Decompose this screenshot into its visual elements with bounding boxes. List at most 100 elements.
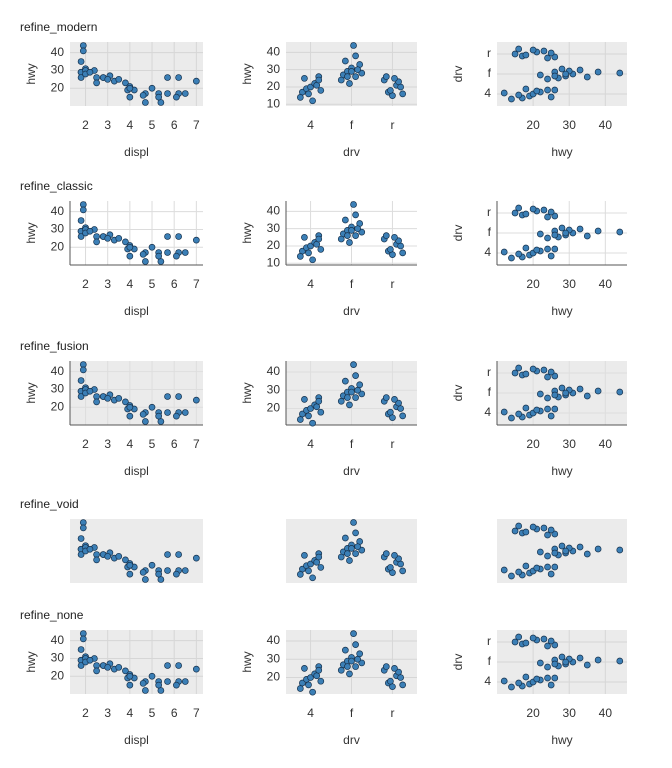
y-tick-label: f [488, 654, 492, 668]
x-tick-label: 30 [563, 277, 577, 291]
y-tick-label: 30 [267, 221, 281, 235]
point [173, 93, 180, 101]
point [344, 550, 351, 557]
x-tick-label: 5 [149, 437, 156, 451]
x-tick-label: 4 [127, 277, 134, 291]
x-tick-label: r [390, 277, 394, 291]
point [540, 524, 548, 532]
point [126, 252, 134, 260]
point [522, 51, 530, 59]
point [309, 256, 316, 264]
point [139, 91, 147, 99]
y-axis-label: drv [451, 66, 465, 83]
point [77, 535, 85, 542]
x-tick-label: 6 [171, 437, 178, 451]
point [540, 635, 548, 643]
point [354, 543, 361, 551]
point [86, 656, 94, 664]
point [547, 526, 555, 534]
panel-title: refine_modern [20, 20, 97, 34]
point [511, 50, 519, 58]
point [500, 89, 508, 97]
x-tick-label: 4 [127, 437, 134, 451]
point [536, 71, 544, 79]
x-axis-label: hwy [551, 733, 572, 747]
point [122, 667, 129, 675]
point [296, 416, 304, 423]
point [164, 393, 171, 400]
point [175, 393, 182, 400]
point [77, 74, 85, 81]
point [104, 394, 112, 402]
point [576, 385, 584, 393]
point [544, 213, 551, 221]
point [309, 574, 316, 582]
point [337, 397, 345, 405]
point [164, 409, 171, 416]
point [342, 377, 349, 385]
point [155, 681, 163, 689]
point [583, 392, 591, 400]
point [301, 665, 308, 672]
point [93, 556, 100, 564]
y-axis-label: hwy [24, 63, 38, 84]
point [544, 373, 551, 381]
point [616, 69, 624, 77]
point [522, 370, 530, 378]
x-axis-label: drv [343, 733, 360, 747]
point [389, 683, 396, 691]
point [395, 668, 402, 676]
point [540, 366, 548, 374]
point [142, 687, 149, 694]
y-tick-label: f [488, 225, 492, 239]
y-tick-label: 4 [484, 245, 491, 259]
point [354, 66, 361, 74]
point [142, 99, 149, 106]
x-tick-label: 3 [104, 118, 111, 132]
point [500, 248, 508, 256]
point [79, 366, 87, 374]
y-tick-label: 4 [484, 86, 491, 100]
y-tick-label: 40 [51, 633, 65, 647]
point [148, 84, 156, 92]
x-tick-label: 20 [526, 437, 540, 451]
point [342, 216, 349, 224]
point [115, 663, 123, 671]
point [79, 47, 87, 55]
point [155, 570, 163, 578]
point [296, 253, 304, 260]
point [305, 567, 312, 575]
point [544, 86, 551, 94]
point [315, 76, 323, 84]
point [551, 391, 559, 399]
point [164, 551, 171, 558]
x-tick-label: 20 [526, 118, 540, 132]
point [358, 390, 366, 398]
point [391, 551, 398, 559]
point [515, 633, 523, 641]
x-tick-label: 7 [193, 706, 200, 720]
point [337, 666, 345, 674]
x-tick-label: 30 [563, 437, 577, 451]
point [352, 663, 359, 670]
x-tick-label: 20 [526, 277, 540, 291]
point [348, 388, 355, 396]
point [562, 389, 569, 397]
point [558, 384, 566, 392]
point [142, 258, 149, 265]
y-axis-label: hwy [24, 382, 38, 403]
point [348, 545, 355, 552]
point [122, 79, 129, 87]
point [356, 650, 364, 658]
y-axis-label: hwy [240, 382, 254, 403]
point [344, 394, 351, 401]
x-tick-label: 6 [171, 277, 178, 291]
point [93, 238, 100, 246]
point [399, 681, 407, 689]
x-tick-label: 7 [193, 277, 200, 291]
point [164, 662, 171, 669]
x-tick-label: 40 [599, 277, 613, 291]
point [77, 551, 85, 558]
point [616, 388, 624, 396]
